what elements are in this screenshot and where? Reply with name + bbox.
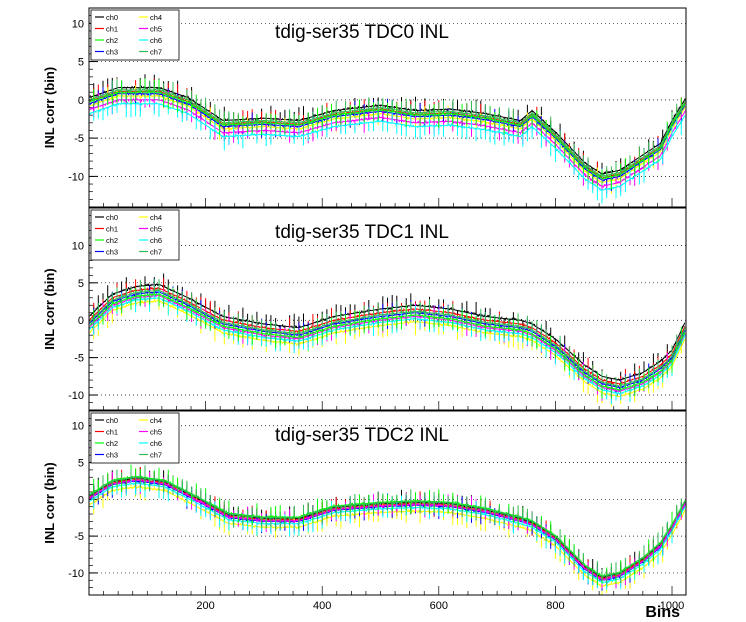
y-axis-label: INL corr (bin) (42, 268, 57, 349)
series-line-ch2 (89, 464, 686, 586)
legend-label-ch6: ch6 (150, 439, 162, 448)
legend: ch0 ch1 ch2 ch3 ch4 ch5 ch6 ch7 (90, 9, 180, 61)
series-line-ch0 (89, 467, 686, 585)
chart-panel-1: -10 -5 0 5 10 tdig-ser35 TDC1 INL INL corr (bi… (42, 207, 687, 411)
series-line-ch3 (89, 278, 686, 398)
series-group (89, 273, 686, 407)
chart-panel-0: -10 -5 0 5 10 tdig-ser35 TDC0 INL INL corr (bi… (42, 7, 687, 208)
series-line-ch7 (89, 278, 686, 398)
y-tick-label: -5 (74, 133, 84, 145)
legend-label-ch2: ch2 (106, 236, 118, 245)
legend-label-ch1: ch1 (106, 225, 118, 234)
legend-label-ch4: ch4 (150, 416, 162, 425)
x-tick-label: 1000 (660, 600, 684, 612)
chart-title: tdig-ser35 TDC1 INL (275, 222, 449, 243)
y-tick-label: 10 (72, 240, 84, 252)
y-tick-label: 5 (78, 57, 84, 69)
plot-frame (88, 7, 687, 208)
series-line-ch6 (89, 92, 686, 204)
y-tick-label: 10 (72, 421, 84, 433)
legend-label-ch5: ch5 (150, 25, 162, 34)
y-tick-label: 0 (78, 494, 84, 506)
series-line-ch3 (89, 468, 686, 591)
legend-label-ch2: ch2 (106, 439, 118, 448)
legend-label-ch5: ch5 (150, 225, 162, 234)
legend-box (90, 9, 180, 61)
legend-label-ch0: ch0 (106, 213, 118, 222)
legend-label-ch7: ch7 (150, 48, 162, 57)
chart-panel-2: -10 -5 0 5 10 200 400 600 800 1000 tdig-ser35 TDC2… (42, 410, 687, 621)
series-line-ch5 (89, 468, 686, 589)
legend-label-ch0: ch0 (106, 416, 118, 425)
y-tick-label: -10 (68, 171, 84, 183)
y-tick-label: -5 (74, 531, 84, 543)
y-tick-label: 5 (78, 278, 84, 290)
legend-label-ch6: ch6 (150, 236, 162, 245)
x-tick-label: 800 (546, 600, 564, 612)
legend-label-ch0: ch0 (106, 13, 118, 22)
legend-label-ch3: ch3 (106, 48, 118, 57)
x-tick-label: 600 (430, 600, 448, 612)
series-group (89, 464, 686, 595)
series-group (89, 74, 686, 204)
legend-label-ch5: ch5 (150, 428, 162, 437)
plot-frame (88, 207, 687, 411)
legend-label-ch1: ch1 (106, 25, 118, 34)
legend-label-ch7: ch7 (150, 451, 162, 460)
series-line-ch5 (89, 90, 686, 198)
series-line-ch7 (89, 78, 686, 186)
legend-label-ch3: ch3 (106, 248, 118, 257)
legend-box (90, 412, 180, 464)
x-tick-label: 200 (196, 600, 214, 612)
legend-box (90, 209, 180, 261)
legend: ch0 ch1 ch2 ch3 ch4 ch5 ch6 ch7 (90, 209, 180, 261)
series-line-ch6 (89, 285, 686, 405)
y-axis-label: INL corr (bin) (42, 462, 57, 543)
y-tick-label: -5 (74, 353, 84, 365)
legend: ch0 ch1 ch2 ch3 ch4 ch5 ch6 ch7 (90, 412, 180, 464)
legend-label-ch1: ch1 (106, 428, 118, 437)
chart-title: tdig-ser35 TDC0 INL (275, 22, 449, 43)
legend-label-ch2: ch2 (106, 36, 118, 45)
y-tick-label: 0 (78, 315, 84, 327)
y-tick-label: 10 (72, 18, 84, 30)
y-axis-label: INL corr (bin) (42, 67, 57, 148)
legend-label-ch3: ch3 (106, 451, 118, 460)
x-tick-label: 400 (313, 600, 331, 612)
chart-title: tdig-ser35 TDC2 INL (275, 425, 449, 446)
legend-label-ch4: ch4 (150, 213, 162, 222)
y-tick-label: -10 (68, 390, 84, 402)
y-tick-label: -10 (68, 568, 84, 580)
y-tick-label: 5 (78, 458, 84, 470)
legend-label-ch7: ch7 (150, 248, 162, 257)
series-line-ch7 (89, 465, 686, 585)
y-tick-label: 0 (78, 95, 84, 107)
legend-label-ch6: ch6 (150, 36, 162, 45)
legend-label-ch4: ch4 (150, 13, 162, 22)
x-axis-label: Bins (645, 604, 680, 621)
series-line-ch4 (89, 474, 686, 595)
plot-frame (88, 410, 687, 596)
